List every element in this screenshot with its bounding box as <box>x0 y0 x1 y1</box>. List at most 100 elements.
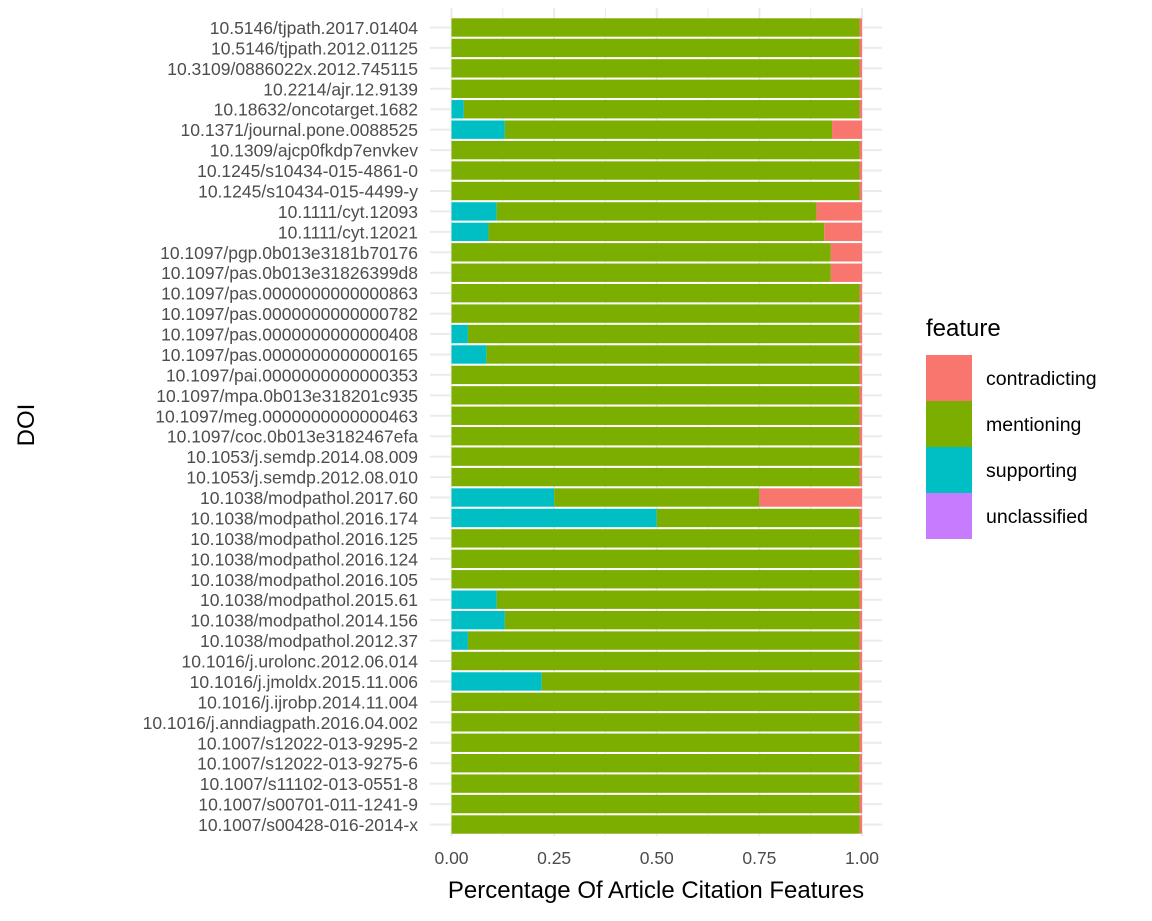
x-axis-title: Percentage Of Article Citation Features <box>448 877 864 904</box>
y-tick-label: 10.1097/pai.0000000000000353 <box>166 365 418 385</box>
y-tick-label: 10.18632/oncotarget.1682 <box>214 100 418 120</box>
y-tick-label: 10.1007/s12022-013-9295-2 <box>197 733 418 753</box>
y-tick-label: 10.1016/j.ijrobp.2014.11.004 <box>197 692 418 712</box>
legend-label: mentioning <box>986 414 1081 436</box>
y-tick-label: 10.1097/meg.0000000000000463 <box>155 406 418 426</box>
legend: feature contradicting mentioning supportin… <box>926 315 1097 539</box>
bar-contradicting <box>832 120 862 139</box>
y-axis-title: DOI <box>13 404 40 447</box>
y-tick-label: 10.1097/pas.0000000000000782 <box>161 304 418 324</box>
bar-supporting <box>451 120 505 139</box>
bar-mentioning <box>451 794 860 814</box>
y-tick-label: 10.1371/journal.pone.0088525 <box>181 120 418 140</box>
y-tick-label: 10.3109/0886022x.2012.745115 <box>167 59 418 79</box>
bar-mentioning <box>451 59 860 78</box>
bar-mentioning <box>451 304 860 323</box>
bar-contradicting <box>859 570 862 589</box>
bar-contradicting <box>859 59 862 78</box>
bar-supporting <box>451 610 505 630</box>
bar-mentioning <box>451 549 860 569</box>
y-tick-label: 10.1097/pas.0000000000000408 <box>161 325 418 345</box>
y-tick-label: 10.1097/mpa.0b013e318201c935 <box>156 386 418 406</box>
bar-supporting <box>451 488 555 507</box>
bar-contradicting <box>859 345 862 364</box>
y-tick-label: 10.1007/s12022-013-9275-6 <box>197 754 418 774</box>
bar-mentioning <box>467 324 860 344</box>
bar-contradicting <box>859 672 862 691</box>
y-tick-label: 10.5146/tjpath.2012.01125 <box>211 38 418 58</box>
bar-mentioning <box>451 651 860 671</box>
bar-mentioning <box>656 508 860 528</box>
bar-contradicting <box>859 100 862 119</box>
y-tick-label: 10.1245/s10434-015-4861-0 <box>197 161 418 181</box>
bar-mentioning <box>451 529 860 548</box>
bar-contradicting <box>830 243 862 262</box>
bar-contradicting <box>859 447 862 466</box>
bar-mentioning <box>451 692 860 712</box>
bar-supporting <box>451 345 487 364</box>
bar-contradicting <box>859 713 862 732</box>
legend-label: supporting <box>986 460 1077 482</box>
y-tick-label: 10.1309/ajcp0fkdp7envkev <box>210 141 418 161</box>
y-tick-label: 10.1007/s00701-011-1241-9 <box>198 795 418 815</box>
bar-contradicting <box>859 304 862 323</box>
bar-contradicting <box>859 161 862 180</box>
y-tick-label: 10.1038/modpathol.2012.37 <box>200 631 418 651</box>
bar-mentioning <box>451 181 860 201</box>
y-tick-label: 10.1038/modpathol.2016.174 <box>190 508 418 528</box>
bar-contradicting <box>859 815 862 834</box>
bar-contradicting <box>859 733 862 752</box>
x-tick-label: 1.00 <box>845 848 879 868</box>
legend-key-unclassified <box>926 493 972 539</box>
bar-mentioning <box>451 18 860 37</box>
y-tick-label: 10.1007/s00428-016-2014-x <box>198 815 418 835</box>
y-tick-label: 10.1053/j.semdp.2014.08.009 <box>186 447 418 467</box>
bar-mentioning <box>451 406 860 425</box>
y-tick-label: 10.1111/cyt.12021 <box>278 222 418 242</box>
x-tick-label: 0.25 <box>537 848 571 868</box>
bar-mentioning <box>463 100 860 119</box>
y-tick-label: 10.1038/modpathol.2016.105 <box>190 570 418 590</box>
y-tick-label: 10.1016/j.urolonc.2012.06.014 <box>182 652 419 672</box>
y-tick-label: 10.1038/modpathol.2016.125 <box>190 529 418 549</box>
bar-contradicting <box>859 508 862 528</box>
bar-contradicting <box>859 529 862 548</box>
bar-mentioning <box>451 283 860 303</box>
legend-title: feature <box>926 315 1001 342</box>
bar-supporting <box>451 672 542 691</box>
bar-mentioning <box>451 38 860 58</box>
bars <box>451 18 862 834</box>
bar-mentioning <box>467 631 860 650</box>
bar-contradicting <box>759 488 862 507</box>
bar-contradicting <box>859 283 862 303</box>
x-axis-tick-labels: 0.00 0.25 0.50 0.75 1.00 <box>434 848 879 868</box>
y-tick-label: 10.1016/j.jmoldx.2015.11.006 <box>190 672 418 692</box>
y-tick-label: 10.1038/modpathol.2015.61 <box>200 590 418 610</box>
bar-mentioning <box>451 243 831 262</box>
y-tick-label: 10.1097/pas.0000000000000863 <box>161 284 418 304</box>
bar-mentioning <box>451 263 831 282</box>
bar-mentioning <box>451 467 860 487</box>
bar-mentioning <box>541 672 860 691</box>
bar-mentioning <box>451 733 860 752</box>
bar-contradicting <box>859 406 862 425</box>
bar-contradicting <box>859 38 862 58</box>
bar-contradicting <box>859 467 862 487</box>
bar-supporting <box>451 590 497 609</box>
y-tick-label: 10.2214/ajr.12.9139 <box>263 79 418 99</box>
legend-key-contradicting <box>926 355 972 401</box>
legend-key-supporting <box>926 447 972 493</box>
bar-mentioning <box>451 774 860 793</box>
y-tick-label: 10.1007/s11102-013-0551-8 <box>200 774 418 794</box>
y-tick-label: 10.1097/pgp.0b013e3181b70176 <box>160 243 418 263</box>
bar-contradicting <box>824 222 862 242</box>
bar-mentioning <box>496 202 817 221</box>
bar-contradicting <box>859 590 862 609</box>
legend-key-mentioning <box>926 401 972 447</box>
x-tick-label: 0.75 <box>742 848 776 868</box>
bar-mentioning <box>451 753 860 773</box>
bar-mentioning <box>486 345 860 364</box>
x-tick-label: 0.00 <box>434 848 468 868</box>
y-tick-label: 10.1245/s10434-015-4499-y <box>198 181 418 201</box>
